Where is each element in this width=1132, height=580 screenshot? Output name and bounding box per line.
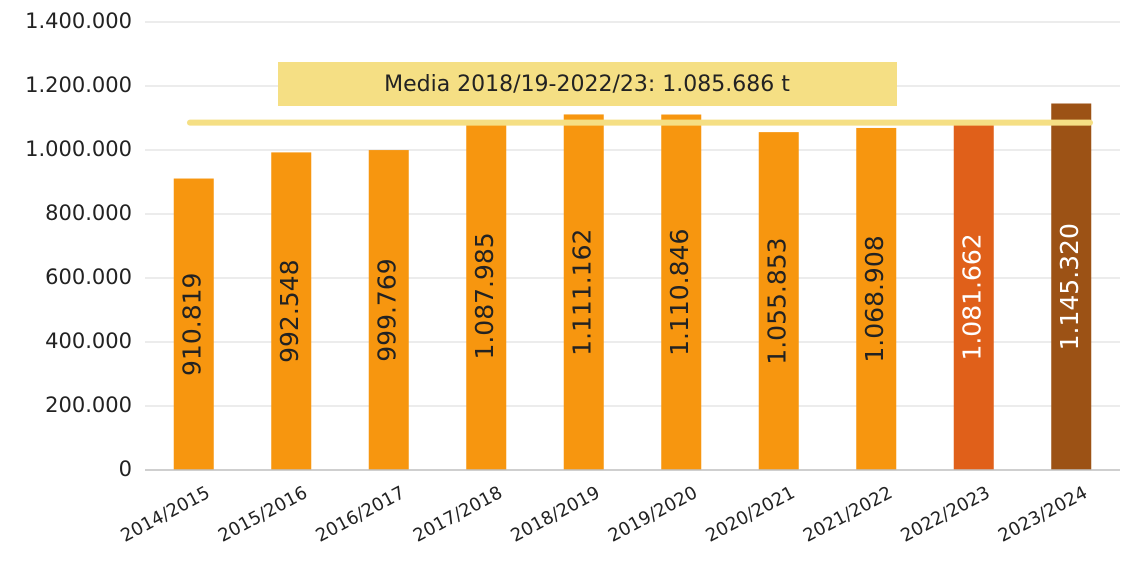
bar	[758, 132, 799, 470]
x-tick-label: 2021/2022	[800, 482, 896, 546]
y-tick-label: 0	[119, 457, 132, 481]
y-tick-label: 200.000	[45, 393, 132, 417]
y-tick-label: 1.000.000	[25, 137, 132, 161]
value-label: 1.145.320	[1055, 223, 1084, 350]
value-label: 1.055.853	[763, 237, 792, 364]
x-tick-label: 2017/2018	[410, 482, 506, 546]
value-label: 992.548	[275, 259, 304, 362]
x-tick-label: 2014/2015	[117, 482, 213, 546]
mean-label: Media 2018/19-2022/23: 1.085.686 t	[384, 72, 790, 97]
x-tick-label: 2020/2021	[702, 482, 798, 546]
y-tick-label: 1.400.000	[25, 9, 132, 33]
value-label: 1.087.985	[470, 232, 499, 359]
bar	[661, 114, 702, 470]
mean-label-box	[278, 62, 897, 106]
bar	[563, 114, 604, 470]
bar	[1051, 103, 1092, 471]
value-label: 1.110.846	[665, 229, 694, 356]
y-tick-label: 1.200.000	[25, 73, 132, 97]
x-tick-label: 2015/2016	[215, 482, 311, 546]
value-label: 1.068.908	[860, 235, 889, 362]
x-tick-label: 2019/2020	[605, 482, 701, 546]
bar	[368, 150, 409, 470]
bar	[953, 123, 994, 470]
y-tick-label: 600.000	[45, 265, 132, 289]
y-tick-label: 400.000	[45, 329, 132, 353]
value-label: 910.819	[178, 273, 207, 376]
x-tick-label: 2018/2019	[507, 482, 603, 546]
bar	[466, 121, 507, 471]
y-tick-label: 800.000	[45, 201, 132, 225]
bar	[856, 127, 897, 471]
bar	[173, 178, 214, 471]
value-label: 1.111.162	[568, 229, 597, 356]
x-tick-label: 2022/2023	[897, 482, 993, 546]
x-tick-label: 2016/2017	[312, 482, 408, 546]
x-tick-label: 2023/2024	[995, 482, 1091, 546]
bar	[271, 152, 312, 470]
value-label: 1.081.662	[958, 233, 987, 360]
value-label: 999.769	[373, 258, 402, 361]
